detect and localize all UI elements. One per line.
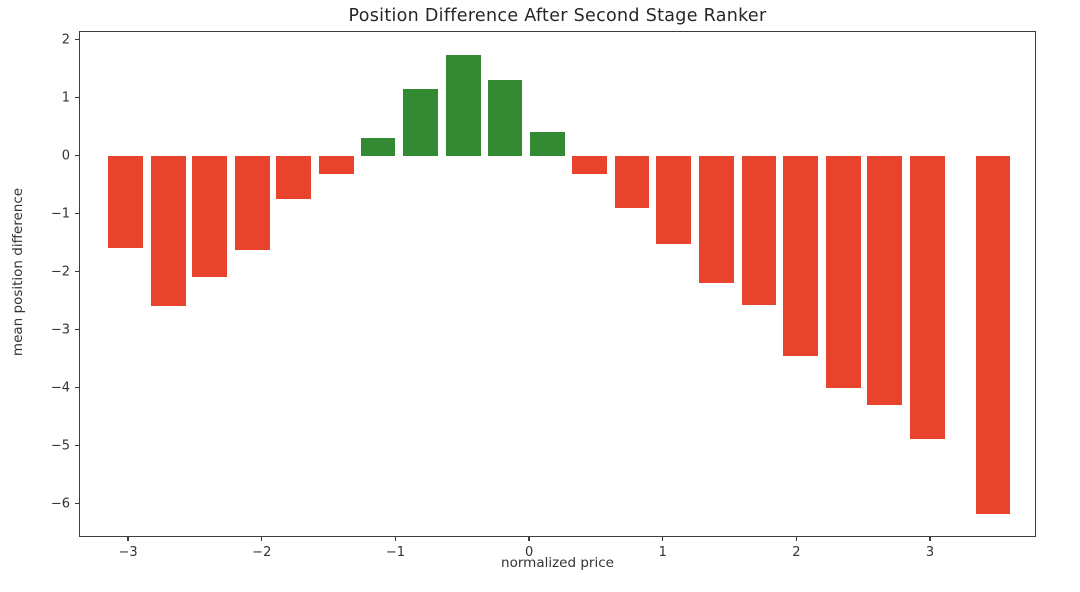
bar <box>571 155 607 174</box>
y-tick-mark <box>75 387 80 389</box>
x-tick-mark <box>394 536 397 541</box>
bar <box>975 155 1011 514</box>
x-axis-label: normalized price <box>501 555 614 571</box>
x-tick-mark <box>929 536 931 541</box>
y-tick-mark <box>75 328 80 331</box>
x-tick-mark <box>261 536 263 541</box>
bar <box>825 155 861 388</box>
x-tick-label: 2 <box>792 545 801 560</box>
bar <box>783 155 818 356</box>
x-tick-label: 3 <box>925 545 935 560</box>
x-tick-label: 0 <box>524 545 534 560</box>
bar <box>446 54 481 156</box>
x-tick-mark <box>127 536 129 541</box>
bar <box>867 155 902 406</box>
y-tick-mark <box>75 154 80 157</box>
y-axis-label: mean position difference <box>10 187 26 357</box>
x-tick-mark <box>528 536 530 541</box>
bar <box>530 132 566 156</box>
y-tick-label: −5 <box>50 438 70 454</box>
bar <box>360 137 396 156</box>
chart-title: Position Difference After Second Stage R… <box>348 6 767 26</box>
bar <box>910 155 945 439</box>
plot-area: −3 −2 −1 0 1 2 3 2 1 0 −1 −2 −3 −4 −5 −6 <box>51 31 1036 560</box>
x-tick-label: 1 <box>658 545 667 560</box>
bar <box>150 155 186 307</box>
bar <box>403 89 439 156</box>
y-tick-mark <box>75 445 80 447</box>
y-tick-mark <box>75 96 80 99</box>
x-tick-mark <box>662 536 664 541</box>
y-tick-mark <box>75 503 80 505</box>
x-tick-label: −2 <box>252 545 272 560</box>
bar <box>276 155 312 200</box>
bar <box>741 155 777 305</box>
y-tick-mark <box>75 270 80 273</box>
bar <box>698 155 734 284</box>
bar <box>319 155 354 175</box>
bar <box>656 155 691 244</box>
x-tick-mark <box>795 536 798 541</box>
x-tick-label: −1 <box>385 545 406 560</box>
bar <box>108 155 143 249</box>
y-tick-label: 0 <box>61 148 70 164</box>
y-tick-label: 1 <box>61 90 70 106</box>
bar <box>614 155 650 209</box>
y-tick-label: −3 <box>50 322 70 338</box>
bar <box>487 80 523 156</box>
bar <box>192 155 228 278</box>
bar <box>235 155 270 251</box>
y-tick-label: −2 <box>50 264 70 280</box>
y-tick-label: 2 <box>61 32 70 48</box>
x-tick-label: −3 <box>118 545 138 560</box>
y-tick-label: −1 <box>50 206 70 222</box>
y-tick-label: −6 <box>50 496 70 512</box>
y-tick-mark <box>75 38 80 41</box>
y-tick-label: −4 <box>50 380 70 396</box>
y-tick-mark <box>75 212 80 215</box>
